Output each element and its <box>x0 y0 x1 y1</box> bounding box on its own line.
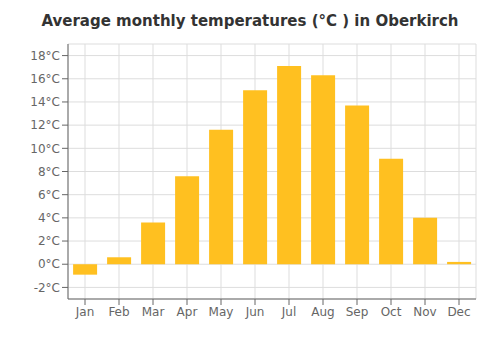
svg-text:-2°C: -2°C <box>34 281 60 295</box>
svg-text:Dec: Dec <box>447 305 470 319</box>
svg-text:12°C: 12°C <box>30 118 60 132</box>
svg-text:14°C: 14°C <box>30 95 60 109</box>
svg-text:16°C: 16°C <box>30 72 60 86</box>
svg-text:Feb: Feb <box>108 305 129 319</box>
svg-text:Nov: Nov <box>413 305 436 319</box>
svg-text:Apr: Apr <box>177 305 198 319</box>
svg-text:Oct: Oct <box>381 305 402 319</box>
svg-text:Sep: Sep <box>346 305 369 319</box>
svg-text:8°C: 8°C <box>38 165 60 179</box>
svg-text:Mar: Mar <box>142 305 165 319</box>
svg-text:2°C: 2°C <box>38 234 60 248</box>
svg-text:4°C: 4°C <box>38 211 60 225</box>
svg-text:Jul: Jul <box>281 305 296 319</box>
svg-text:Jan: Jan <box>75 305 95 319</box>
html-text:Average monthly temperatures (: Average monthly temperatures (°C ) in Ob… <box>41 12 459 30</box>
svg-text:Aug: Aug <box>311 305 334 319</box>
svg-text:Jun: Jun <box>245 305 265 319</box>
svg-text:10°C: 10°C <box>30 142 60 156</box>
svg-text:May: May <box>209 305 234 319</box>
svg-text:0°C: 0°C <box>38 257 60 271</box>
svg-text:6°C: 6°C <box>38 188 60 202</box>
svg-text:18°C: 18°C <box>30 49 60 63</box>
